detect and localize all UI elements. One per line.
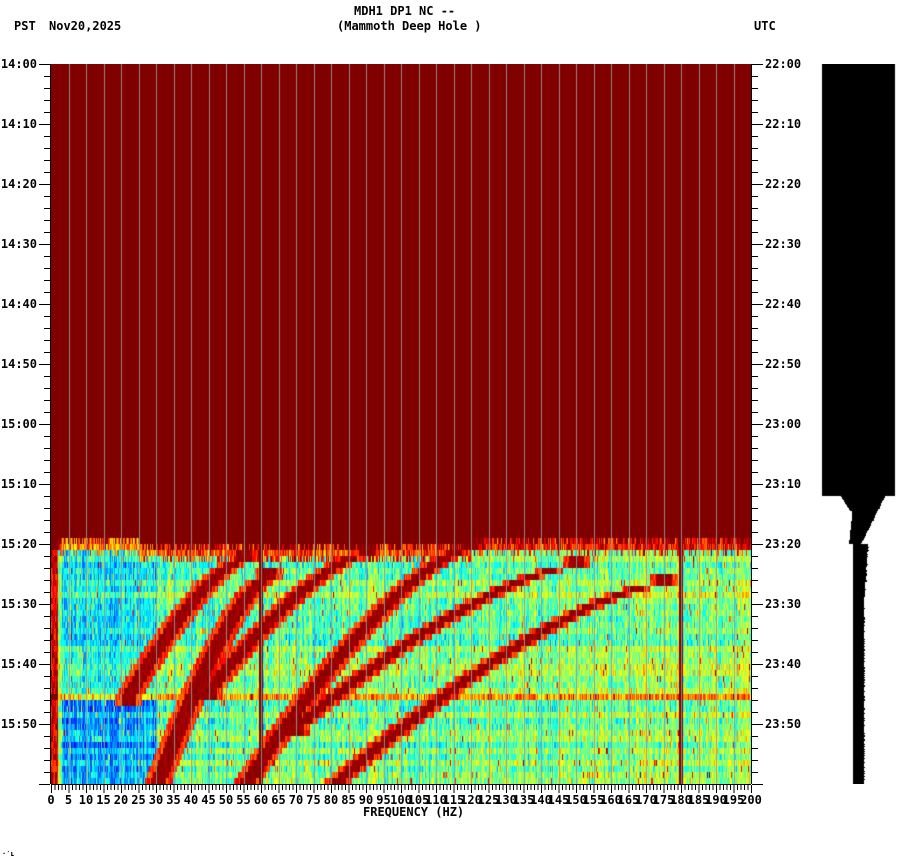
x-tick-label: 140 [530, 793, 552, 807]
x-tick-label: 20 [114, 793, 128, 807]
y-tick-label-right: 23:00 [765, 417, 801, 431]
x-tick-label: 55 [236, 793, 250, 807]
x-tick-label: 45 [201, 793, 215, 807]
x-tick-label: 145 [548, 793, 570, 807]
x-tick-label: 80 [324, 793, 338, 807]
spectrogram-plot [51, 64, 751, 784]
x-tick-label: 120 [460, 793, 482, 807]
x-tick-label: 35 [166, 793, 180, 807]
x-tick-label: 70 [289, 793, 303, 807]
x-tick-label: 50 [219, 793, 233, 807]
x-tick-label: 125 [478, 793, 500, 807]
y-tick-label-right: 22:10 [765, 117, 801, 131]
left-timezone-label: PST [14, 19, 36, 33]
x-tick-label: 100 [390, 793, 412, 807]
chart-title-site: (Mammoth Deep Hole ) [337, 19, 482, 33]
x-tick-label: 195 [723, 793, 745, 807]
x-tick-label: 160 [600, 793, 622, 807]
x-tick-label: 130 [495, 793, 517, 807]
x-tick-label: 105 [408, 793, 430, 807]
y-tick-label-left: 14:00 [1, 57, 37, 71]
x-tick-label: 90 [359, 793, 373, 807]
x-tick-label: 40 [184, 793, 198, 807]
y-tick-label-left: 14:40 [1, 297, 37, 311]
x-tick-label: 110 [425, 793, 447, 807]
x-tick-label: 65 [271, 793, 285, 807]
y-tick-label-right: 23:20 [765, 537, 801, 551]
x-tick-label: 155 [583, 793, 605, 807]
waveform-envelope-panel [815, 64, 902, 784]
y-tick-label-right: 22:50 [765, 357, 801, 371]
y-tick-label-left: 15:30 [1, 597, 37, 611]
y-tick-label-left: 14:50 [1, 357, 37, 371]
y-tick-label-right: 23:50 [765, 717, 801, 731]
y-tick-label-right: 23:40 [765, 657, 801, 671]
x-tick-label: 30 [149, 793, 163, 807]
x-tick-label: 165 [618, 793, 640, 807]
y-tick-label-right: 22:00 [765, 57, 801, 71]
x-tick-label: 60 [254, 793, 268, 807]
y-tick-label-right: 23:10 [765, 477, 801, 491]
y-tick-label-right: 22:40 [765, 297, 801, 311]
x-tick-label: 15 [96, 793, 110, 807]
x-tick-label: 85 [341, 793, 355, 807]
x-tick-label: 200 [740, 793, 762, 807]
chart-title-station: MDH1 DP1 NC -- [354, 4, 456, 18]
y-tick-label-left: 15:20 [1, 537, 37, 551]
x-tick-label: 115 [443, 793, 465, 807]
date-label: Nov20,2025 [49, 19, 122, 33]
y-tick-label-right: 22:20 [765, 177, 801, 191]
x-tick-label: 135 [513, 793, 535, 807]
right-timezone-label: UTC [754, 19, 776, 33]
x-tick-label: 170 [635, 793, 657, 807]
y-tick-label-left: 14:30 [1, 237, 37, 251]
x-tick-label: 5 [65, 793, 72, 807]
x-tick-label: 25 [131, 793, 145, 807]
x-tick-label: 190 [705, 793, 727, 807]
x-tick-label: 95 [376, 793, 390, 807]
x-tick-label: 10 [79, 793, 93, 807]
y-tick-label-right: 23:30 [765, 597, 801, 611]
x-tick-label: 175 [653, 793, 675, 807]
x-tick-label: 185 [688, 793, 710, 807]
x-tick-label: 75 [306, 793, 320, 807]
y-tick-label-left: 15:50 [1, 717, 37, 731]
corner-mark: ·′ʟ [2, 850, 15, 858]
y-tick-label-right: 22:30 [765, 237, 801, 251]
x-tick-label: 180 [670, 793, 692, 807]
x-axis-label: FREQUENCY (HZ) [363, 805, 465, 819]
y-tick-label-left: 15:00 [1, 417, 37, 431]
y-tick-label-left: 15:10 [1, 477, 37, 491]
x-tick-label: 0 [47, 793, 54, 807]
x-tick-label: 150 [565, 793, 587, 807]
y-tick-label-left: 14:10 [1, 117, 37, 131]
y-tick-label-left: 15:40 [1, 657, 37, 671]
y-tick-label-left: 14:20 [1, 177, 37, 191]
